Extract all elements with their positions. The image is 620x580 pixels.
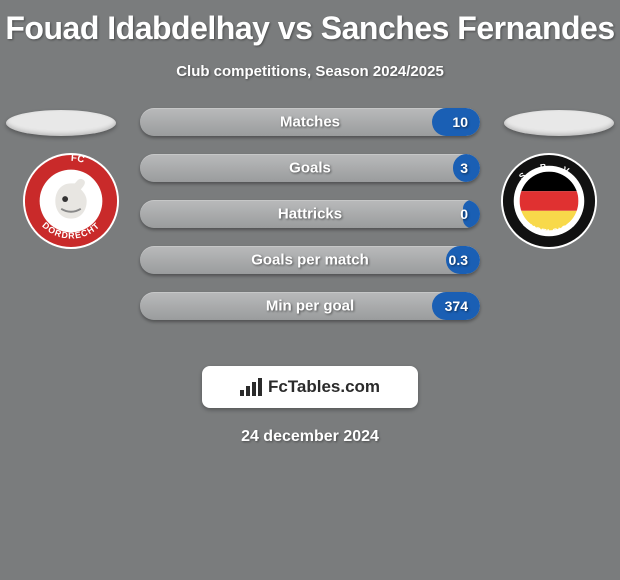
dordrecht-badge-icon: FC DORDRECHT	[22, 152, 120, 250]
stat-label: Goals per match	[251, 252, 369, 269]
stat-label: Hattricks	[278, 206, 342, 223]
stat-value-right: 3	[460, 160, 468, 176]
stat-bar: Min per goal 374	[140, 292, 480, 320]
stat-value-right: 0.3	[449, 252, 468, 268]
stat-value-right: 10	[452, 114, 468, 130]
chart-bars-icon	[240, 378, 262, 396]
comparison-panel: FC DORDRECHT S . B . V . EXCELSIOR Match…	[0, 108, 620, 358]
stat-bar: Hattricks 0	[140, 200, 480, 228]
stat-bar: Goals 3	[140, 154, 480, 182]
right-team-badge: S . B . V . EXCELSIOR	[500, 152, 598, 250]
stat-value-right: 374	[445, 298, 468, 314]
stat-bars: Matches 10 Goals 3 Hattricks 0 Goals per match…	[140, 108, 480, 338]
season-subtitle: Club competitions, Season 2024/2025	[0, 63, 620, 80]
comparison-title: Fouad Idabdelhay vs Sanches Fernandes	[0, 0, 620, 47]
stat-value-right: 0	[460, 206, 468, 222]
site-attribution[interactable]: FcTables.com	[202, 366, 418, 408]
stat-label: Min per goal	[266, 298, 354, 315]
site-label: FcTables.com	[268, 377, 380, 397]
left-team-badge: FC DORDRECHT	[22, 152, 120, 250]
left-player-oval	[6, 110, 116, 136]
stat-bar: Goals per match 0.3	[140, 246, 480, 274]
right-player-oval	[504, 110, 614, 136]
stat-label: Goals	[289, 160, 331, 177]
excelsior-badge-icon: S . B . V . EXCELSIOR	[500, 152, 598, 250]
stat-label: Matches	[280, 114, 340, 131]
stat-bar: Matches 10	[140, 108, 480, 136]
snapshot-date: 24 december 2024	[0, 428, 620, 446]
